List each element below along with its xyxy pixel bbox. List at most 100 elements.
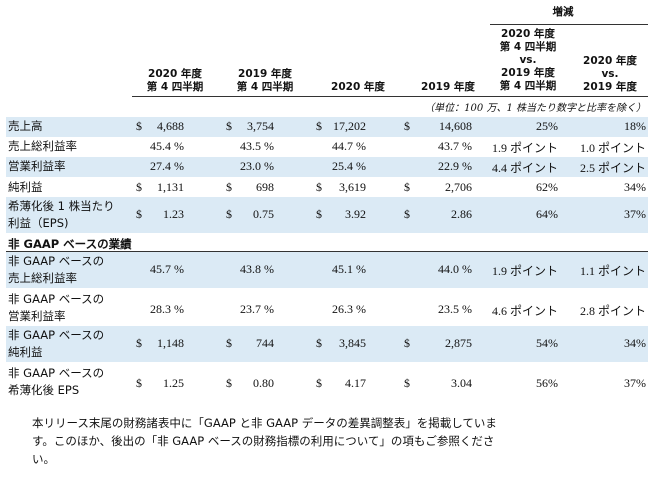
col-header-line: 2020 年度 <box>331 81 385 93</box>
change-fy: 34% <box>624 180 646 194</box>
value-q4-2019: 23.0 % <box>240 159 274 173</box>
change-fy: 1.1 ポイント <box>579 264 646 278</box>
col-header-q4-change: 2020 年度 第 4 四半期 vs. 2019 年度 第 4 四半期 <box>488 28 568 93</box>
value-fy-2019: 44.0 % <box>438 262 472 276</box>
table-row: 純利益 $ 1,131 $ 698 $ 3,619 $ 2,706 62% 34… <box>6 177 648 197</box>
col-header-q4-2020: 2020 年度 第 4 四半期 <box>128 68 222 94</box>
row-label: 営業利益率 <box>8 309 66 323</box>
change-fy: 37% <box>624 207 646 221</box>
row-label: 純利益 <box>8 180 43 194</box>
col-header-line: 2019 年度 <box>238 68 292 80</box>
currency-symbol: $ <box>404 336 410 350</box>
change-group-rule <box>490 24 648 25</box>
row-label: 営業利益率 <box>8 159 66 173</box>
value-q4-2020: 45.7 % <box>150 262 184 276</box>
value-fy-2020: 44.7 % <box>332 139 366 153</box>
currency-symbol: $ <box>136 180 142 194</box>
value-fy-2020: 3.92 <box>345 207 366 221</box>
value-q4-2020: 28.3 % <box>150 302 184 316</box>
value-q4-2020: 45.4 % <box>150 139 184 153</box>
value-fy-2020: 4.17 <box>345 376 366 390</box>
value-q4-2019: 23.7 % <box>240 302 274 316</box>
row-label: 非 GAAP ベースの <box>8 366 105 380</box>
currency-symbol: $ <box>226 180 232 194</box>
table-row: 非 GAAP ベースの 純利益 $ 1,148 $ 744 $ 3,845 $ … <box>6 326 648 362</box>
currency-symbol: $ <box>136 207 142 221</box>
change-fy: 1.0 ポイント <box>579 141 646 155</box>
change-q4: 4.6 ポイント <box>491 304 558 318</box>
value-q4-2019: 0.80 <box>253 376 274 390</box>
value-q4-2019: 744 <box>256 336 274 350</box>
change-fy: 2.5 ポイント <box>579 161 646 175</box>
change-q4: 1.9 ポイント <box>491 141 558 155</box>
col-header-line: 2019 年度 <box>421 81 475 93</box>
value-fy-2019: 2,706 <box>445 180 472 194</box>
currency-symbol: $ <box>404 119 410 133</box>
col-header-line: 2019 年度 <box>501 67 555 79</box>
col-header-line: 第 4 四半期 <box>146 81 204 93</box>
value-q4-2019: 43.5 % <box>240 139 274 153</box>
row-label: 売上総利益率 <box>8 271 77 285</box>
footnote-line: 本リリース末尾の財務諸表中に「GAAP と非 GAAP データの差異調整表」を掲… <box>32 416 497 430</box>
change-q4: 56% <box>536 376 558 390</box>
col-header-line: 2020 年度 <box>501 28 555 40</box>
currency-symbol: $ <box>136 376 142 390</box>
row-label: 非 GAAP ベースの <box>8 328 105 342</box>
col-header-line: 第 4 四半期 <box>499 41 557 53</box>
currency-symbol: $ <box>136 119 142 133</box>
value-q4-2020: 1.23 <box>163 207 184 221</box>
currency-symbol: $ <box>316 376 322 390</box>
change-q4: 25% <box>536 119 558 133</box>
col-header-q4-2019: 2019 年度 第 4 四半期 <box>218 68 312 94</box>
value-fy-2020: 45.1 % <box>332 262 366 276</box>
col-header-line: vs. <box>519 54 537 66</box>
change-fy: 2.8 ポイント <box>579 304 646 318</box>
currency-symbol: $ <box>316 336 322 350</box>
footnote: 本リリース末尾の財務諸表中に「GAAP と非 GAAP データの差異調整表」を掲… <box>32 414 497 468</box>
value-q4-2019: 43.8 % <box>240 262 274 276</box>
row-label: 売上総利益率 <box>8 139 77 153</box>
col-header-fy-change: 2020 年度 vs. 2019 年度 <box>572 55 648 94</box>
currency-symbol: $ <box>404 376 410 390</box>
table-row: 売上総利益率 45.4 % 43.5 % 44.7 % 43.7 % 1.9 ポ… <box>6 137 648 157</box>
value-fy-2019: 23.5 % <box>438 302 472 316</box>
value-q4-2019: 3,754 <box>247 119 274 133</box>
col-header-fy-2019: 2019 年度 <box>408 81 488 94</box>
value-q4-2020: 27.4 % <box>150 159 184 173</box>
row-label: 希薄化後 EPS <box>8 383 80 397</box>
change-q4: 64% <box>536 207 558 221</box>
col-header-line: 2020 年度 <box>583 55 637 67</box>
change-q4: 54% <box>536 336 558 350</box>
section-rule <box>6 251 648 252</box>
value-fy-2019: 3.04 <box>451 376 472 390</box>
value-fy-2020: 25.4 % <box>332 159 366 173</box>
table-row: 営業利益率 27.4 % 23.0 % 25.4 % 22.9 % 4.4 ポイ… <box>6 157 648 177</box>
header-rule <box>132 96 648 97</box>
currency-symbol: $ <box>316 119 322 133</box>
col-header-line: 第 4 四半期 <box>499 80 557 92</box>
value-fy-2019: 14,608 <box>439 119 472 133</box>
currency-symbol: $ <box>404 180 410 194</box>
table-row: 売上高 $ 4,688 $ 3,754 $ 17,202 $ 14,608 25… <box>6 117 648 137</box>
row-label: 売上高 <box>8 119 43 133</box>
value-fy-2020: 26.3 % <box>332 302 366 316</box>
value-fy-2020: 3,619 <box>339 180 366 194</box>
change-q4: 62% <box>536 180 558 194</box>
currency-symbol: $ <box>226 336 232 350</box>
footnote-line: い。 <box>32 452 55 466</box>
value-fy-2020: 17,202 <box>333 119 366 133</box>
currency-symbol: $ <box>226 207 232 221</box>
col-header-line: 2020 年度 <box>148 68 202 80</box>
value-fy-2019: 43.7 % <box>438 139 472 153</box>
value-q4-2019: 0.75 <box>253 207 274 221</box>
change-fy: 34% <box>624 336 646 350</box>
value-q4-2020: 1.25 <box>163 376 184 390</box>
section-title: 非 GAAP ベースの業績 <box>8 237 132 251</box>
change-q4: 1.9 ポイント <box>491 264 558 278</box>
value-q4-2019: 698 <box>256 180 274 194</box>
unit-note: （単位：100 万、1 株当たり数字と比率を除く） <box>424 103 646 114</box>
table-row: 非 GAAP ベースの 営業利益率 28.3 % 23.7 % 26.3 % 2… <box>6 290 648 326</box>
value-q4-2020: 1,148 <box>157 336 184 350</box>
footnote-line: す。このほか、後出の「非 GAAP ベースの財務指標の利用について」の項もご参照… <box>32 434 495 448</box>
change-fy: 37% <box>624 376 646 390</box>
